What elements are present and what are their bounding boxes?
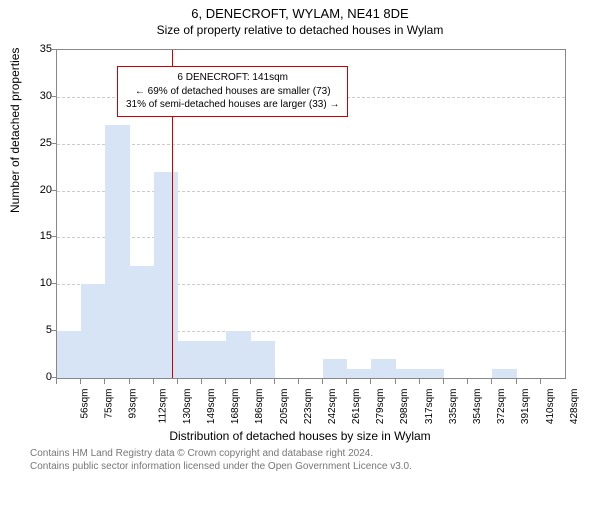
x-tick-label: 391sqm: [521, 389, 532, 425]
page-title: 6, DENECROFT, WYLAM, NE41 8DE: [0, 6, 600, 21]
x-tick-mark: [540, 379, 541, 384]
y-tick-label: 30: [12, 90, 52, 102]
y-tick-label: 5: [12, 324, 52, 336]
x-tick-mark: [80, 379, 81, 384]
x-tick-mark: [153, 379, 154, 384]
x-tick-label: 93sqm: [128, 389, 139, 419]
x-tick-label: 372sqm: [496, 389, 507, 425]
x-tick-label: 112sqm: [157, 389, 168, 424]
footer-line1: Contains HM Land Registry data © Crown c…: [30, 447, 600, 460]
x-tick-mark: [177, 379, 178, 384]
x-tick-mark: [370, 379, 371, 384]
chart-container: Number of detached properties 6 DENECROF…: [0, 43, 600, 443]
x-tick-mark: [250, 379, 251, 384]
x-tick-mark: [298, 379, 299, 384]
bar: [130, 266, 154, 378]
x-tick-mark: [201, 379, 202, 384]
x-tick-label: 279sqm: [375, 389, 386, 425]
x-tick-mark: [395, 379, 396, 384]
x-tick-mark: [129, 379, 130, 384]
bar: [81, 284, 105, 378]
bar: [420, 369, 444, 378]
x-tick-label: 317sqm: [424, 389, 435, 425]
x-tick-mark: [516, 379, 517, 384]
x-tick-mark: [104, 379, 105, 384]
bar: [178, 341, 202, 378]
x-tick-label: 428sqm: [569, 389, 580, 425]
bar: [251, 341, 275, 378]
y-tick-mark: [51, 49, 56, 50]
x-tick-label: 261sqm: [351, 389, 362, 425]
x-tick-label: 130sqm: [182, 389, 193, 425]
x-axis-label: Distribution of detached houses by size …: [0, 429, 600, 443]
info-box-line2: ← 69% of detached houses are smaller (73…: [126, 85, 339, 99]
bar: [396, 369, 420, 378]
y-tick-mark: [51, 236, 56, 237]
info-box: 6 DENECROFT: 141sqm ← 69% of detached ho…: [117, 66, 348, 117]
y-tick-label: 15: [12, 230, 52, 242]
x-tick-label: 223sqm: [303, 389, 314, 425]
x-tick-label: 335sqm: [448, 389, 459, 425]
x-tick-label: 354sqm: [472, 389, 483, 425]
y-tick-label: 10: [12, 277, 52, 289]
bar: [371, 359, 395, 378]
bar: [154, 172, 178, 378]
y-tick-label: 20: [12, 184, 52, 196]
x-tick-label: 75sqm: [104, 389, 115, 419]
x-tick-label: 242sqm: [327, 389, 338, 425]
y-tick-label: 25: [12, 137, 52, 149]
bar: [202, 341, 226, 378]
bar: [347, 369, 371, 378]
x-tick-mark: [346, 379, 347, 384]
x-tick-mark: [467, 379, 468, 384]
x-tick-mark: [419, 379, 420, 384]
x-tick-mark: [491, 379, 492, 384]
info-box-line3: 31% of semi-detached houses are larger (…: [126, 98, 339, 112]
info-box-line1: 6 DENECROFT: 141sqm: [126, 71, 339, 85]
x-tick-label: 186sqm: [254, 389, 265, 425]
x-tick-label: 298sqm: [400, 389, 411, 425]
x-tick-mark: [56, 379, 57, 384]
bar: [323, 359, 347, 378]
x-tick-mark: [225, 379, 226, 384]
footer-line2: Contains public sector information licen…: [30, 460, 600, 473]
x-tick-label: 149sqm: [206, 389, 217, 425]
plot-area: 6 DENECROFT: 141sqm ← 69% of detached ho…: [56, 49, 566, 379]
y-tick-mark: [51, 377, 56, 378]
bar: [57, 331, 81, 378]
y-tick-mark: [51, 330, 56, 331]
x-tick-label: 56sqm: [80, 389, 91, 419]
y-tick-mark: [51, 96, 56, 97]
bar: [226, 331, 250, 378]
x-tick-mark: [274, 379, 275, 384]
x-tick-label: 205sqm: [279, 389, 290, 425]
x-tick-mark: [322, 379, 323, 384]
y-tick-mark: [51, 190, 56, 191]
y-tick-mark: [51, 143, 56, 144]
x-tick-label: 168sqm: [230, 389, 241, 425]
y-tick-label: 35: [12, 43, 52, 55]
footer: Contains HM Land Registry data © Crown c…: [0, 443, 600, 473]
x-tick-label: 410sqm: [545, 389, 556, 425]
y-tick-label: 0: [12, 371, 52, 383]
bar: [492, 369, 516, 378]
y-tick-mark: [51, 283, 56, 284]
x-tick-mark: [443, 379, 444, 384]
bar: [105, 125, 129, 378]
page-subtitle: Size of property relative to detached ho…: [0, 23, 600, 37]
